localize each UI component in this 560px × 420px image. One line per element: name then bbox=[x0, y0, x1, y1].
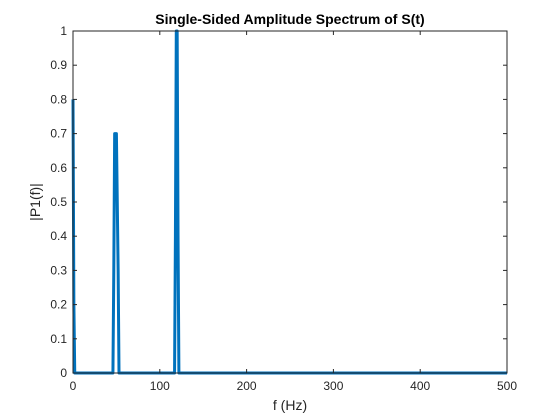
plot-area bbox=[73, 31, 507, 373]
chart-title: Single-Sided Amplitude Spectrum of S(t) bbox=[155, 11, 424, 27]
y-tick-label: 0.8 bbox=[50, 92, 67, 106]
x-tick-label: 0 bbox=[70, 379, 77, 393]
x-tick-label: 300 bbox=[323, 379, 343, 393]
x-axis-label: f (Hz) bbox=[273, 397, 307, 413]
y-tick-label: 0.9 bbox=[50, 58, 67, 72]
x-tick-label: 200 bbox=[237, 379, 257, 393]
x-tick-label: 500 bbox=[497, 379, 517, 393]
y-tick-label: 0.6 bbox=[50, 161, 67, 175]
y-axis-label: |P1(f)| bbox=[27, 183, 43, 221]
y-tick-label: 0.7 bbox=[50, 127, 67, 141]
y-tick-label: 0.2 bbox=[50, 298, 67, 312]
y-tick-label: 0.5 bbox=[50, 195, 67, 209]
x-tick-label: 100 bbox=[150, 379, 170, 393]
y-tick-label: 0.1 bbox=[50, 332, 67, 346]
y-tick-label: 1 bbox=[60, 24, 67, 38]
y-tick-label: 0.4 bbox=[50, 229, 67, 243]
x-tick-label: 400 bbox=[410, 379, 430, 393]
y-axis-ticks: 0 0.1 0.2 0.3 0.4 0.5 0.6 0.7 0.8 0.9 1 bbox=[50, 24, 507, 380]
y-tick-label: 0 bbox=[60, 366, 67, 380]
y-tick-label: 0.3 bbox=[50, 263, 67, 277]
x-axis-ticks: 0 100 200 300 400 500 bbox=[70, 31, 517, 393]
